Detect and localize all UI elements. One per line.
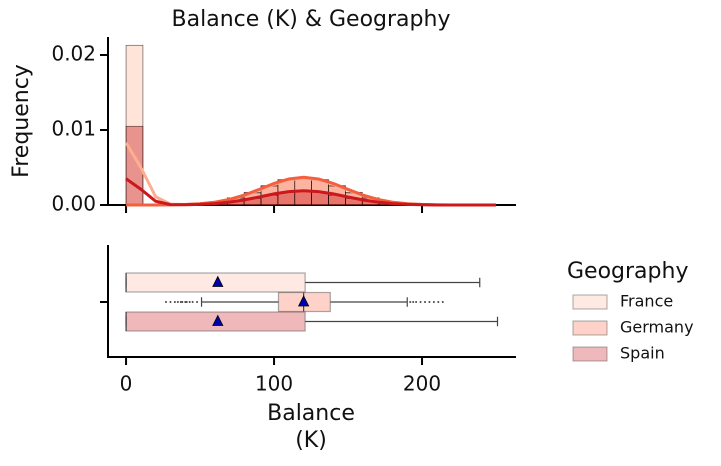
mean-marker xyxy=(212,275,224,287)
legend-title: Geography xyxy=(567,259,688,284)
outlier xyxy=(419,301,422,303)
x-axis-label: Balance xyxy=(267,401,355,426)
histogram-bar xyxy=(294,190,312,206)
y-tick-label: 0.00 xyxy=(51,192,96,216)
y-tick-label: 0.02 xyxy=(51,42,96,66)
outlier xyxy=(428,301,431,303)
outlier xyxy=(181,301,184,303)
outlier xyxy=(185,301,188,303)
legend-swatch xyxy=(572,346,608,362)
mean-marker xyxy=(212,314,224,326)
x-tick-label: 200 xyxy=(403,372,441,396)
outlier xyxy=(173,301,176,303)
legend-label: Germany xyxy=(620,318,694,337)
y-tick-label: 0.01 xyxy=(51,117,96,141)
outlier xyxy=(441,301,444,303)
outlier xyxy=(169,301,172,303)
outlier xyxy=(179,301,182,303)
x-tick-label: 0 xyxy=(120,372,133,396)
kde-line xyxy=(125,177,497,207)
x-tick-label: 100 xyxy=(255,372,293,396)
legend-label: Spain xyxy=(620,344,665,363)
mean-marker xyxy=(297,295,310,307)
legend-swatch xyxy=(572,294,608,310)
outlier xyxy=(432,301,435,303)
outlier xyxy=(437,301,440,303)
legend-swatch xyxy=(572,320,608,336)
chart-title: Balance (K) & Geography xyxy=(172,7,451,32)
outlier xyxy=(184,301,187,303)
legend-label: France xyxy=(620,292,673,311)
outlier xyxy=(176,301,179,303)
y-axis-label: Frequency xyxy=(9,64,34,178)
outlier xyxy=(415,301,418,303)
outlier xyxy=(412,301,415,303)
outlier xyxy=(191,301,194,303)
outlier xyxy=(423,301,426,303)
outlier xyxy=(165,301,168,303)
outlier xyxy=(188,301,191,303)
x-axis-label: (K) xyxy=(295,428,327,453)
outlier xyxy=(196,301,199,303)
outlier xyxy=(409,301,412,303)
